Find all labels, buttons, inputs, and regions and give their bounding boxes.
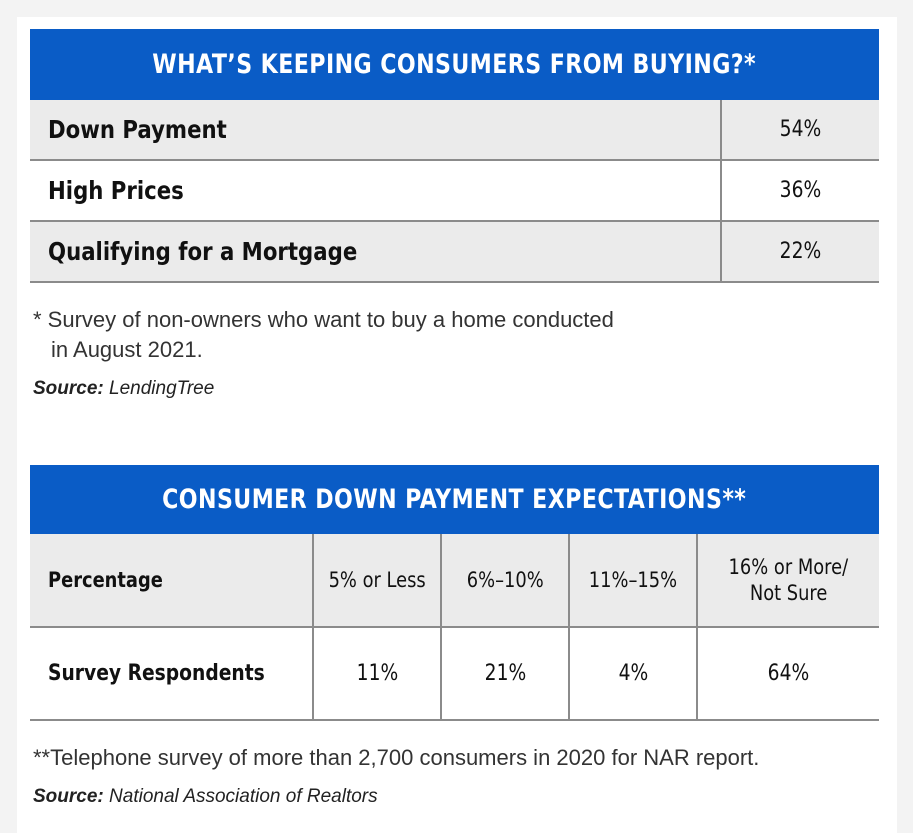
row-value: 4% <box>568 627 697 721</box>
buying-obstacles-table: Down Payment 54% High Prices 36% Qualify… <box>30 100 879 283</box>
source-label: Source: <box>33 378 104 399</box>
row-value: 64% <box>696 627 879 721</box>
table1-title: WHAT’S KEEPING CONSUMERS FROM BUYING?* <box>152 49 757 80</box>
table-row: High Prices 36% <box>30 160 879 222</box>
table1-source: Source: LendingTree <box>33 378 214 400</box>
source-label: Source: <box>33 786 104 807</box>
down-payment-expectations-table: Percentage 5% or Less 6%–10% 11%–15% 16%… <box>30 534 879 721</box>
row-label: Down Payment <box>30 100 721 161</box>
row-label: Survey Respondents <box>30 627 313 721</box>
table-header-row: Percentage 5% or Less 6%–10% 11%–15% 16%… <box>30 534 879 628</box>
infographic-card: WHAT’S KEEPING CONSUMERS FROM BUYING?* D… <box>17 17 897 833</box>
table2-title-banner: CONSUMER DOWN PAYMENT EXPECTATIONS** <box>30 465 879 534</box>
row-value: 11% <box>312 627 441 721</box>
table2-footnote: **Telephone survey of more than 2,700 co… <box>33 745 760 770</box>
source-value: LendingTree <box>109 378 215 399</box>
header-label: Percentage <box>30 534 313 628</box>
row-label: High Prices <box>30 160 721 222</box>
table2-source: Source: National Association of Realtors <box>33 786 378 808</box>
table1-footnote: * Survey of non-owners who want to buy a… <box>33 305 793 365</box>
table2-title: CONSUMER DOWN PAYMENT EXPECTATIONS** <box>162 484 747 515</box>
table-row: Survey Respondents 11% 21% 4% 64% <box>30 627 879 721</box>
source-value: National Association of Realtors <box>109 786 378 807</box>
header-cell: 11%–15% <box>568 534 697 628</box>
row-value: 22% <box>720 221 879 283</box>
row-value: 54% <box>720 100 879 161</box>
table-row: Qualifying for a Mortgage 22% <box>30 221 879 283</box>
table1-footnote-line2: in August 2021. <box>51 337 203 362</box>
table1-title-banner: WHAT’S KEEPING CONSUMERS FROM BUYING?* <box>30 29 879 100</box>
header-cell: 6%–10% <box>440 534 569 628</box>
row-value: 36% <box>720 160 879 222</box>
table1-footnote-line1: * Survey of non-owners who want to buy a… <box>33 307 614 332</box>
row-value: 21% <box>440 627 569 721</box>
row-label: Qualifying for a Mortgage <box>30 221 721 283</box>
header-cell: 5% or Less <box>312 534 441 628</box>
header-cell: 16% or More/ Not Sure <box>696 534 879 628</box>
table-row: Down Payment 54% <box>30 100 879 161</box>
